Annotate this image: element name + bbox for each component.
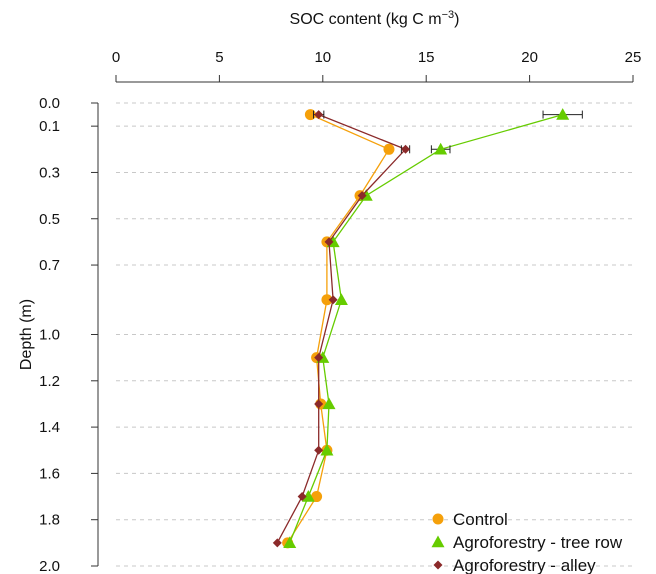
y-tick-label: 1.2 — [39, 373, 60, 390]
data-point-agroforestry-tree-row — [322, 397, 336, 410]
x-tick-label: 25 — [625, 49, 642, 66]
y-tick-label: 0.1 — [39, 118, 60, 135]
legend-marker-agroforestry-alley — [433, 560, 443, 570]
data-point-agroforestry-tree-row — [434, 142, 448, 155]
y-tick-label: 0.7 — [39, 257, 60, 274]
y-tick-label: 0.0 — [39, 95, 60, 112]
data-point-agroforestry-tree-row — [320, 443, 334, 456]
series-agroforestry-tree-row — [283, 108, 583, 549]
legend-label: Control — [453, 510, 508, 529]
data-point-agroforestry-tree-row — [301, 490, 315, 502]
series-layer — [272, 108, 583, 549]
series-control — [282, 109, 395, 549]
data-point-agroforestry-alley — [328, 295, 338, 305]
y-tick-label: 1.8 — [39, 512, 60, 529]
series-line-agroforestry-alley — [276, 113, 407, 544]
y-axis-title: Depth (m) — [18, 299, 35, 370]
series-agroforestry-alley — [272, 110, 411, 548]
legend-item-agroforestry-tree-row: Agroforestry - tree row — [431, 533, 623, 552]
data-point-agroforestry-tree-row — [556, 108, 570, 120]
x-tick-label: 10 — [314, 49, 331, 66]
legend-marker-agroforestry-tree-row — [431, 535, 445, 548]
legend-layer: Control Agroforestry - tree row Agroforest… — [431, 510, 623, 574]
y-tick-label: 1.4 — [39, 419, 60, 436]
data-point-agroforestry-alley — [272, 538, 282, 548]
data-point-agroforestry-alley — [357, 191, 367, 201]
y-tick-label: 1.0 — [39, 327, 60, 344]
data-point-control — [383, 143, 395, 155]
legend-label: Agroforestry - tree row — [453, 533, 623, 552]
y-tick-label: 2.0 — [39, 558, 60, 574]
legend-marker-control — [432, 513, 444, 525]
data-point-agroforestry-tree-row — [334, 293, 348, 305]
data-point-agroforestry-tree-row — [283, 536, 297, 549]
x-tick-label: 5 — [215, 49, 223, 66]
data-point-control — [311, 491, 323, 503]
data-point-control — [321, 294, 333, 306]
x-axis-title: SOC content (kg C m−3) — [290, 9, 460, 28]
axis-layer: 0 5 10 15 20 25 SOC content (kg C m−3) 0.0 0.1 0.… — [18, 9, 641, 574]
x-tick-label: 15 — [418, 49, 435, 66]
y-tick-label: 1.6 — [39, 465, 60, 482]
legend-item-agroforestry-alley: Agroforestry - alley — [433, 556, 596, 574]
data-point-agroforestry-alley — [324, 237, 334, 247]
y-tick-label: 0.5 — [39, 211, 60, 228]
data-point-agroforestry-alley — [314, 353, 324, 363]
x-tick-label: 20 — [521, 49, 538, 66]
data-point-agroforestry-alley — [314, 399, 324, 409]
data-point-agroforestry-alley — [401, 144, 411, 154]
x-tick-label: 0 — [112, 49, 120, 66]
y-tick-label: 0.3 — [39, 164, 60, 181]
series-line-control — [287, 114, 390, 544]
data-point-agroforestry-alley — [314, 445, 324, 455]
legend-item-control: Control — [432, 510, 508, 529]
data-point-agroforestry-alley — [297, 492, 307, 502]
data-point-agroforestry-alley — [314, 110, 324, 120]
series-line-agroforestry-tree-row — [289, 113, 563, 544]
legend-label: Agroforestry - alley — [453, 556, 596, 574]
